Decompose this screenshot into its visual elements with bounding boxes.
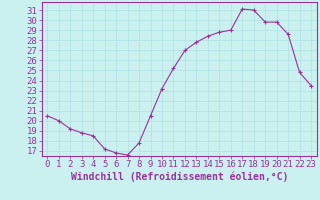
X-axis label: Windchill (Refroidissement éolien,°C): Windchill (Refroidissement éolien,°C): [70, 172, 288, 182]
